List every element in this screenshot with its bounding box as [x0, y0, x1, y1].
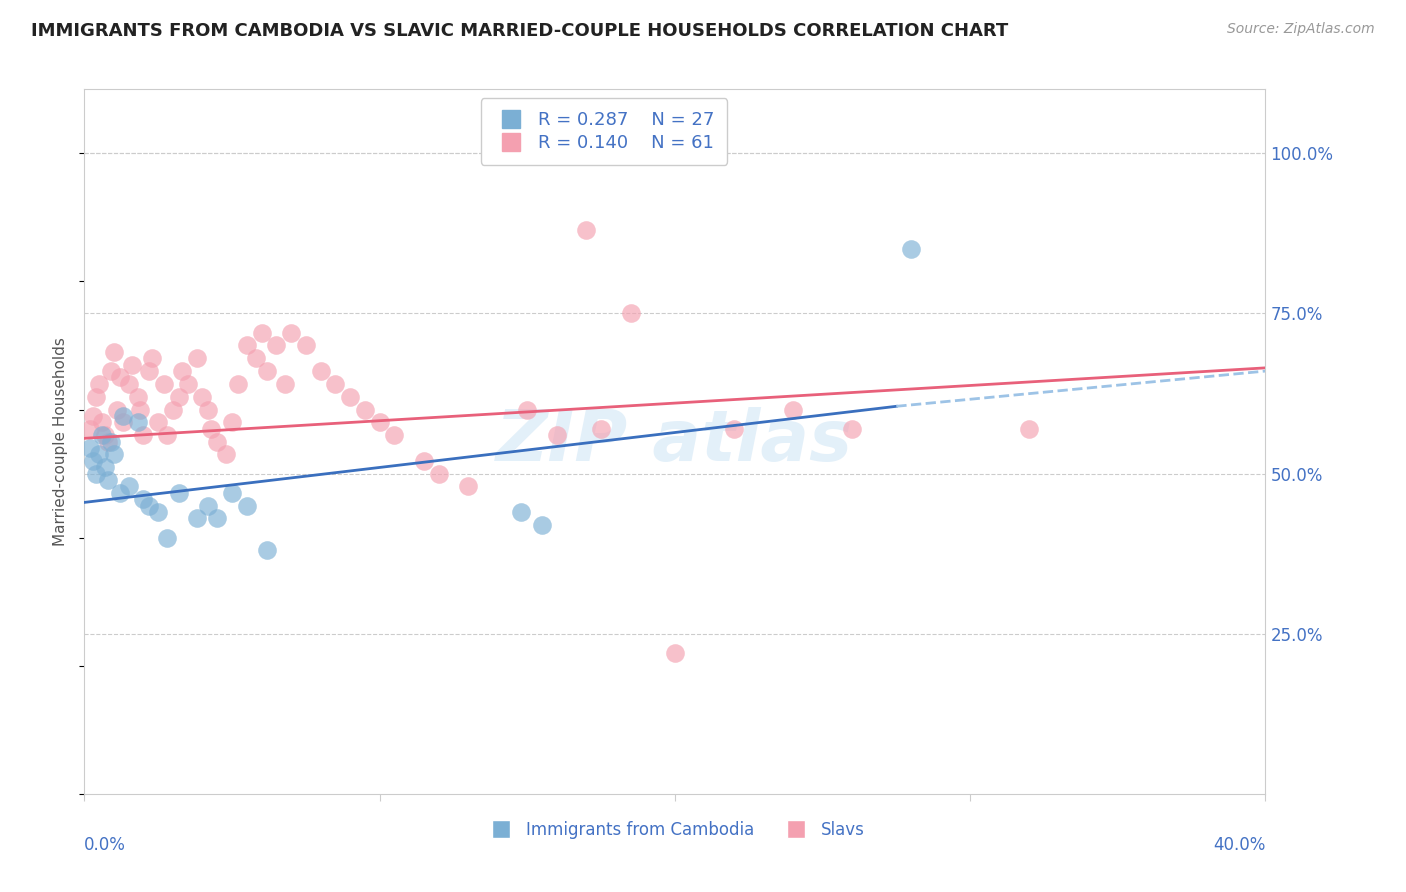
- Point: [309, 364, 332, 378]
- Point: [245, 351, 267, 366]
- Point: [127, 390, 149, 404]
- Point: [84, 390, 107, 404]
- Text: 0.0%: 0.0%: [84, 836, 127, 855]
- Point: [156, 531, 179, 545]
- Point: [1018, 422, 1040, 436]
- Point: [207, 434, 229, 449]
- Point: [226, 376, 249, 391]
- Point: [186, 511, 208, 525]
- Point: [186, 351, 208, 366]
- Point: [900, 243, 922, 257]
- Point: [546, 428, 568, 442]
- Point: [368, 415, 391, 429]
- Text: 40.0%: 40.0%: [1213, 836, 1265, 855]
- Point: [121, 358, 143, 372]
- Point: [91, 415, 114, 429]
- Point: [94, 460, 117, 475]
- Point: [84, 467, 107, 481]
- Point: [197, 402, 219, 417]
- Point: [82, 409, 104, 423]
- Point: [148, 505, 170, 519]
- Point: [354, 402, 377, 417]
- Point: [200, 422, 222, 436]
- Point: [138, 499, 160, 513]
- Point: [87, 376, 111, 391]
- Point: [413, 454, 436, 468]
- Point: [103, 344, 125, 359]
- Point: [97, 434, 120, 449]
- Point: [723, 422, 745, 436]
- Point: [531, 517, 554, 532]
- Point: [167, 485, 190, 500]
- Text: IMMIGRANTS FROM CAMBODIA VS SLAVIC MARRIED-COUPLE HOUSEHOLDS CORRELATION CHART: IMMIGRANTS FROM CAMBODIA VS SLAVIC MARRI…: [31, 22, 1008, 40]
- Point: [153, 376, 176, 391]
- Point: [191, 390, 214, 404]
- Point: [129, 402, 152, 417]
- Point: [575, 223, 598, 237]
- Point: [162, 402, 184, 417]
- Point: [457, 479, 479, 493]
- Point: [103, 447, 125, 461]
- Point: [170, 364, 193, 378]
- Point: [138, 364, 160, 378]
- Legend: Immigrants from Cambodia, Slavs: Immigrants from Cambodia, Slavs: [478, 814, 872, 846]
- Point: [167, 390, 190, 404]
- Point: [221, 485, 243, 500]
- Point: [427, 467, 450, 481]
- Point: [94, 428, 117, 442]
- Point: [118, 376, 141, 391]
- Point: [274, 376, 297, 391]
- Point: [782, 402, 804, 417]
- Point: [111, 409, 134, 423]
- Text: Source: ZipAtlas.com: Source: ZipAtlas.com: [1227, 22, 1375, 37]
- Point: [100, 434, 122, 449]
- Point: [516, 402, 538, 417]
- Point: [382, 428, 406, 442]
- Point: [118, 479, 141, 493]
- Point: [295, 338, 318, 352]
- Point: [256, 364, 278, 378]
- Point: [221, 415, 243, 429]
- Point: [325, 376, 347, 391]
- Point: [339, 390, 361, 404]
- Point: [197, 499, 219, 513]
- Point: [105, 402, 128, 417]
- Point: [127, 415, 149, 429]
- Point: [97, 473, 120, 487]
- Point: [156, 428, 179, 442]
- Point: [148, 415, 170, 429]
- Point: [132, 492, 155, 507]
- Point: [108, 370, 131, 384]
- Point: [207, 511, 229, 525]
- Point: [87, 447, 111, 461]
- Point: [79, 441, 101, 455]
- Point: [108, 485, 131, 500]
- Point: [510, 505, 533, 519]
- Point: [250, 326, 273, 340]
- Point: [280, 326, 302, 340]
- Point: [266, 338, 288, 352]
- Point: [664, 646, 686, 660]
- Point: [256, 543, 278, 558]
- Point: [141, 351, 163, 366]
- Point: [236, 338, 259, 352]
- Point: [82, 454, 104, 468]
- Point: [91, 428, 114, 442]
- Point: [132, 428, 155, 442]
- Point: [111, 415, 134, 429]
- Point: [236, 499, 259, 513]
- Text: ZIP atlas: ZIP atlas: [496, 407, 853, 476]
- Y-axis label: Married-couple Households: Married-couple Households: [53, 337, 69, 546]
- Point: [177, 376, 200, 391]
- Point: [215, 447, 238, 461]
- Point: [591, 422, 613, 436]
- Point: [100, 364, 122, 378]
- Point: [841, 422, 863, 436]
- Point: [79, 422, 101, 436]
- Point: [620, 306, 643, 320]
